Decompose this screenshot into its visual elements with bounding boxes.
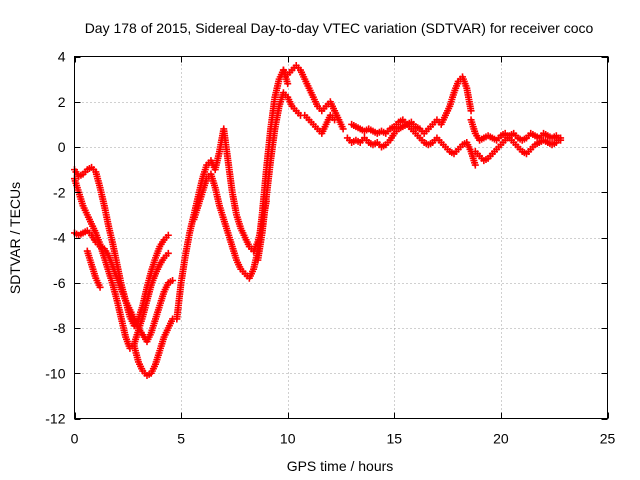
data-point-marker	[164, 249, 172, 257]
chart-title: Day 178 of 2015, Sidereal Day-to-day VTE…	[85, 20, 594, 36]
data-point-marker	[284, 80, 292, 88]
y-tick-label: -2	[53, 184, 66, 200]
x-tick-label: 20	[493, 431, 509, 447]
series-track-l	[471, 129, 565, 165]
data-point-marker	[164, 231, 172, 239]
series-track-h	[279, 62, 347, 133]
y-tick-label: 0	[58, 139, 66, 155]
data-point-marker	[169, 276, 177, 284]
y-tick-label: -6	[53, 275, 66, 291]
y-tick-label: -12	[45, 411, 65, 427]
series-track-c	[71, 227, 177, 346]
series-track-a	[71, 163, 172, 330]
x-tick-label: 5	[177, 431, 185, 447]
plot-frame	[74, 56, 608, 419]
x-tick-label: 0	[71, 431, 79, 447]
data-point-marker	[339, 125, 347, 133]
series-track-e	[173, 125, 270, 323]
x-tick-label: 10	[280, 431, 296, 447]
data-point-marker	[467, 107, 475, 115]
data-point-marker	[471, 161, 479, 169]
data-point-marker	[96, 283, 104, 291]
x-tick-label: 15	[387, 431, 403, 447]
y-tick-label: 4	[58, 49, 66, 65]
series-layer	[71, 62, 565, 380]
y-axis-title: SDTVAR / TECUs	[7, 182, 23, 294]
data-point-marker	[557, 136, 565, 144]
y-tick-label: -10	[45, 365, 65, 381]
y-tick-label: -4	[53, 230, 66, 246]
series-track-i	[343, 120, 479, 169]
series-track-d	[83, 247, 177, 380]
x-tick-label: 25	[600, 431, 616, 447]
x-axis-title: GPS time / hours	[287, 458, 394, 474]
series-track-g	[254, 89, 339, 264]
y-tick-label: 2	[58, 94, 66, 110]
y-tick-label: -8	[53, 320, 66, 336]
tick-layer: 0 5 10 15 20 25 -12 -10 -8 -6 -4 -2 0 2 4	[45, 49, 615, 447]
series-track-j	[348, 73, 475, 137]
